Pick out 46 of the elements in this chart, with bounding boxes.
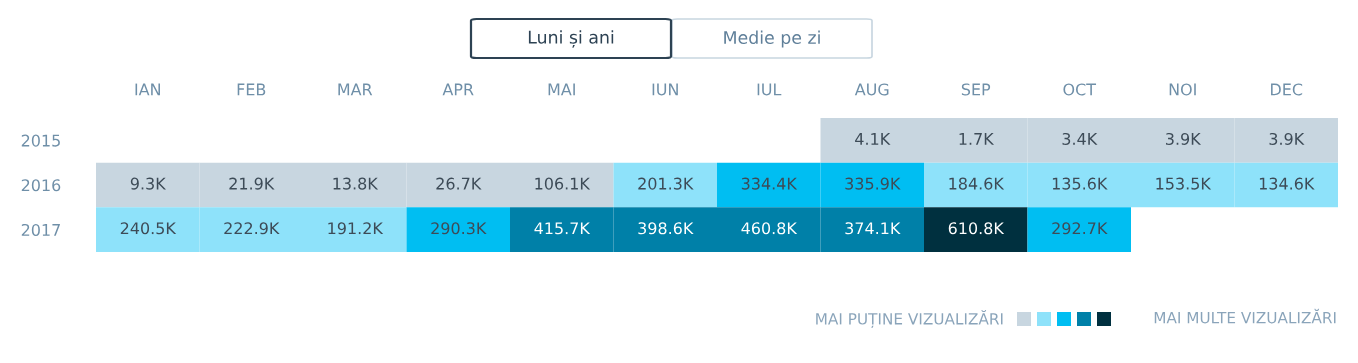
x-tick-label: IUL — [757, 83, 782, 96]
x-tick-label: FEB — [237, 83, 266, 96]
data-label: 1.7K — [959, 133, 995, 145]
data-label: 415.7K — [534, 222, 591, 235]
data-label: 135.6K — [1052, 177, 1108, 190]
data-label: 334.4K — [741, 177, 798, 190]
x-tick-label: DEC — [1271, 83, 1303, 96]
data-label: 106.1K — [535, 177, 591, 190]
data-label: 240.5K — [120, 222, 177, 235]
data-label: 184.6K — [949, 177, 1005, 190]
data-label: 9.3K — [130, 177, 167, 190]
data-label: 21.9K — [229, 177, 275, 190]
data-label: 153.5K — [1156, 177, 1212, 190]
data-label: 201.3K — [638, 177, 694, 190]
x-tick-label: NOI — [1169, 83, 1196, 96]
data-label: 292.7K — [1052, 222, 1108, 235]
data-label: 3.9K — [1269, 132, 1305, 145]
text: Luni și ani — [528, 30, 614, 48]
data-label: 460.8K — [741, 222, 798, 235]
data-label: 398.6K — [638, 222, 694, 235]
x-tick-label: SEP — [961, 83, 991, 96]
text: Medie pe zi — [724, 30, 820, 48]
data-label: 335.9K — [845, 177, 901, 190]
y-tick-label: 2016 — [21, 179, 61, 192]
x-tick-label: APR — [442, 83, 474, 96]
y-tick-label: 2017 — [21, 223, 60, 236]
data-label: 191.2K — [328, 222, 384, 235]
data-label: 610.8K — [948, 222, 1005, 235]
y-tick-label: 2015 — [21, 134, 60, 147]
data-label: 290.3K — [431, 222, 487, 235]
x-tick-label: AUG — [854, 83, 889, 96]
x-tick-label: IAN — [135, 83, 160, 96]
x-tick-label: OCT — [1063, 83, 1097, 96]
text: MAI PUȚINE VIZUALIZĂRI — [816, 309, 1003, 329]
x-tick-label: IUN — [652, 83, 678, 96]
data-label: 13.8K — [333, 177, 379, 190]
x-tick-label: MAI — [548, 83, 575, 96]
data-label: 3.4K — [1062, 132, 1098, 145]
x-tick-label: MAR — [338, 83, 373, 96]
text: MAI MULTE VIZUALIZĂRI — [1154, 308, 1336, 324]
data-label: 26.7K — [436, 177, 482, 190]
data-label: 374.1K — [845, 222, 901, 235]
data-label: 134.6K — [1259, 177, 1315, 190]
data-label: 222.9K — [224, 222, 280, 235]
data-label: 4.1K — [855, 133, 891, 145]
data-label: 3.9K — [1166, 132, 1202, 145]
